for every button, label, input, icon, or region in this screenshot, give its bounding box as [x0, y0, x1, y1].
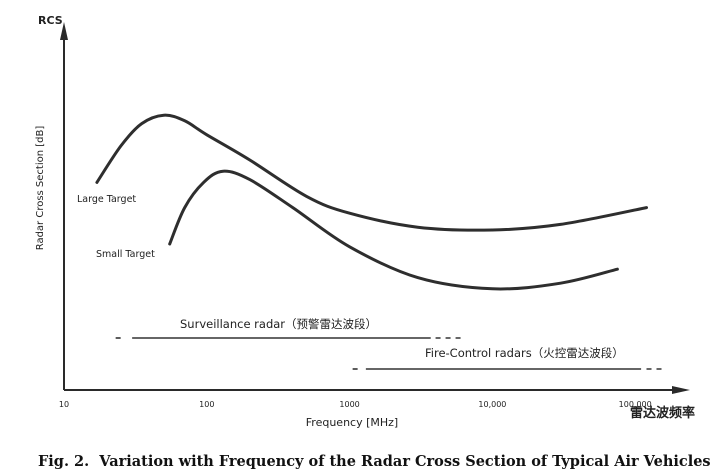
x-tick-label: 100,000	[619, 400, 652, 409]
x-tick-label: 1000	[339, 400, 359, 409]
x-axis-arrow	[672, 386, 690, 394]
series-label: Small Target	[96, 249, 155, 260]
series-curves	[95, 113, 648, 291]
y-axis-label: Radar Cross Section [dB]	[35, 126, 46, 251]
y-axis-title-top: RCS	[38, 14, 63, 27]
figure-caption: Fig. 2. Variation with Frequency of the …	[38, 453, 711, 470]
series-line-large-target	[95, 113, 648, 232]
series-label: Large Target	[77, 194, 136, 205]
x-axis-label-cn: 雷达波频率	[630, 405, 695, 421]
series-labels: Large Target Small Target	[77, 194, 155, 260]
band-label: Fire-Control radars（火控雷达波段）	[425, 346, 624, 360]
x-tick-label: 10	[59, 400, 69, 409]
x-tick-label: 100	[199, 400, 214, 409]
x-tick-labels: 10 100 1000 10,000 100,000	[59, 400, 652, 409]
y-axis-arrow	[60, 22, 68, 40]
band-label: Surveillance radar（预警雷达波段）	[180, 317, 377, 331]
series-line-small-target	[168, 169, 619, 291]
x-axis-label: Frequency [MHz]	[306, 416, 398, 429]
x-tick-label: 10,000	[478, 400, 506, 409]
radar-bands: Surveillance radar（预警雷达波段） Fire-Control r…	[115, 317, 665, 370]
